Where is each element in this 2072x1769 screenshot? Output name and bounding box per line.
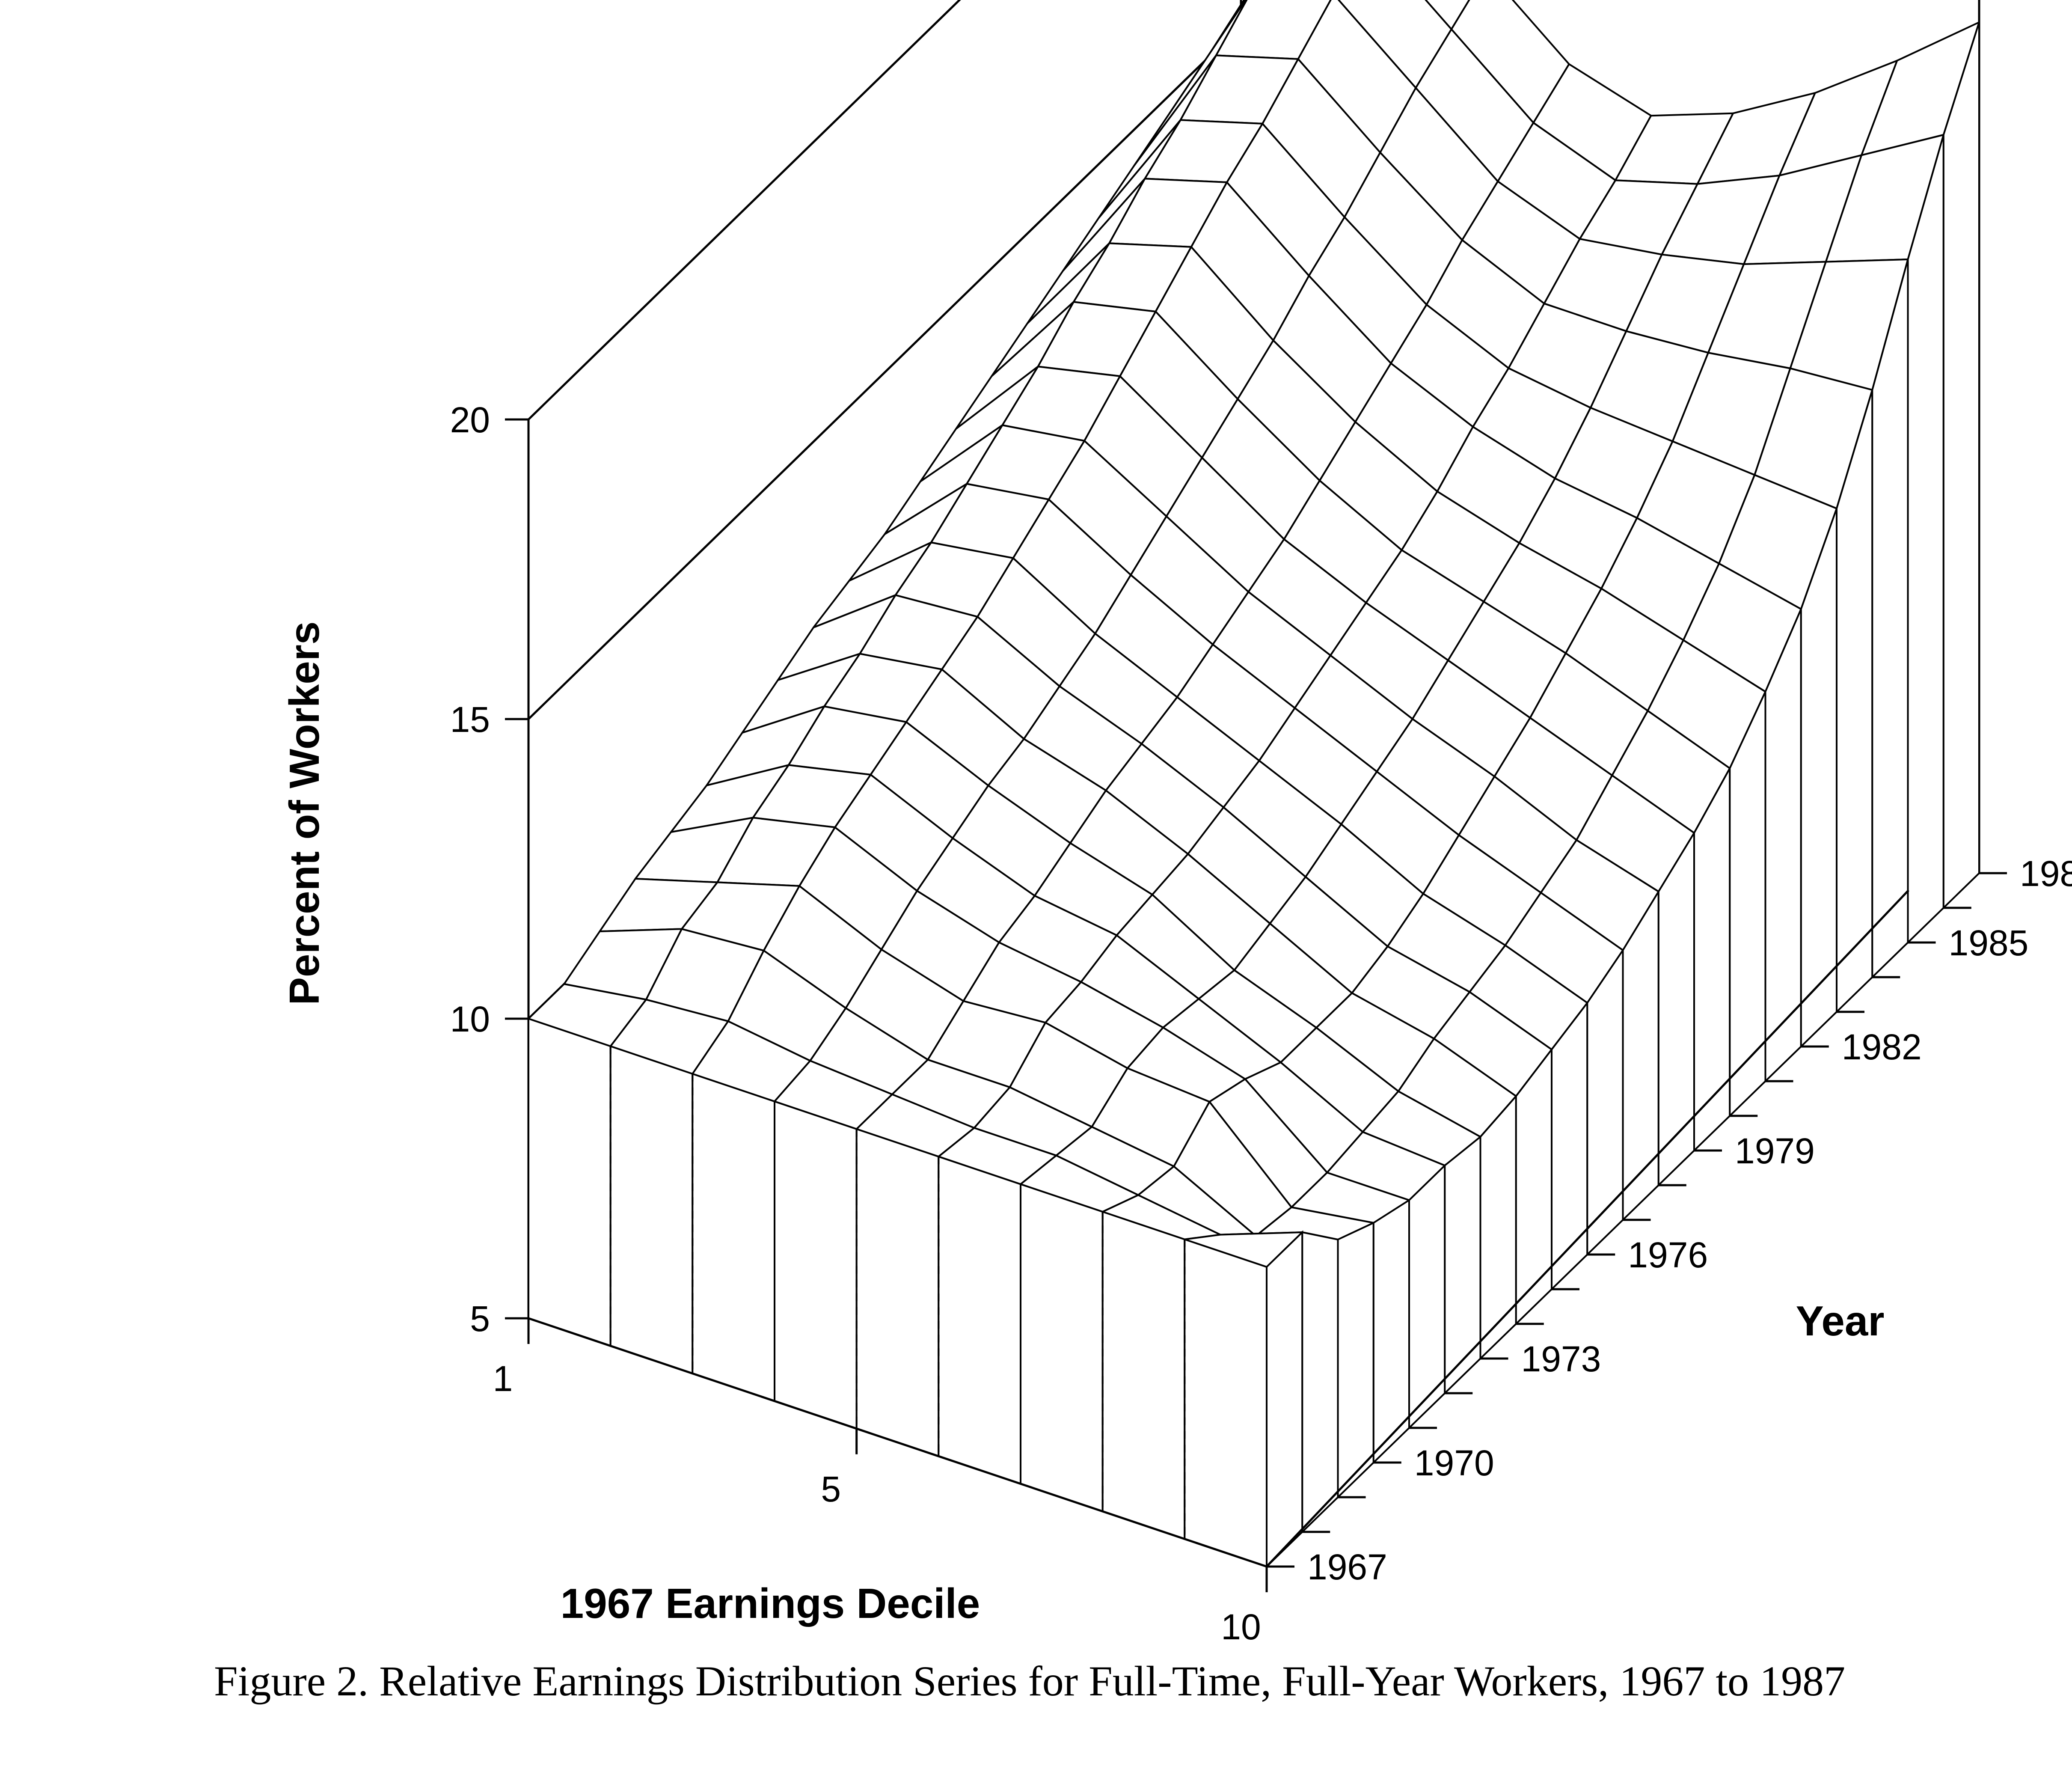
year-tick-label: 1973 xyxy=(1521,1339,1601,1379)
side-skirt-panel xyxy=(1266,1230,1303,1569)
z-tick-label: 5 xyxy=(470,1299,490,1339)
front-skirt-panel xyxy=(1020,1183,1104,1513)
side-skirt-panel xyxy=(1907,134,1944,945)
year-tick-label: 1976 xyxy=(1628,1235,1708,1275)
front-skirt-panel xyxy=(855,1128,940,1457)
side-skirt-panel xyxy=(1515,1047,1553,1326)
front-skirt-panel xyxy=(692,1073,775,1403)
side-skirt-panel xyxy=(1444,1135,1481,1395)
side-skirt-panel xyxy=(1729,691,1766,1118)
year-tick-label: 1982 xyxy=(1842,1027,1922,1067)
decile-axis-title: 1967 Earnings Decile xyxy=(561,1580,980,1627)
z-axis-title: Percent of Workers xyxy=(281,621,328,1005)
year-tick-label: 1987 xyxy=(2020,853,2072,894)
front-skirt-panel xyxy=(528,1017,612,1347)
year-axis-title: Year xyxy=(1796,1297,1884,1344)
year-tick-label: 1970 xyxy=(1414,1443,1494,1483)
z-tick-label: 10 xyxy=(450,999,490,1039)
front-skirt-panel xyxy=(774,1100,858,1430)
front-skirt-panel xyxy=(1101,1210,1186,1540)
year-tick-label: 1967 xyxy=(1307,1547,1387,1587)
front-skirt-panel xyxy=(1184,1238,1268,1568)
side-skirt-panel xyxy=(1408,1163,1446,1430)
side-skirt-panel xyxy=(1942,22,1980,910)
decile-tick-label: 1 xyxy=(493,1359,513,1399)
side-skirt-panel xyxy=(1622,888,1659,1222)
side-skirt-panel xyxy=(1337,1221,1374,1499)
z-tick-label: 20 xyxy=(450,400,490,440)
side-skirt-panel xyxy=(1479,1094,1517,1361)
front-skirt-panel xyxy=(609,1045,694,1375)
year-tick-label: 1985 xyxy=(1949,923,2029,963)
z-tick-label: 15 xyxy=(450,699,490,740)
surface-mesh xyxy=(528,0,1980,1569)
surface-cell xyxy=(1425,0,1470,30)
side-skirt-panel xyxy=(1301,1231,1339,1534)
decile-tick-label: 10 xyxy=(1221,1607,1261,1647)
year-axis-line xyxy=(1266,889,1909,1567)
side-skirt-panel xyxy=(1657,829,1695,1187)
figure-caption: Figure 2. Relative Earnings Distribution… xyxy=(214,1657,1846,1705)
axes xyxy=(505,418,2007,1592)
front-skirt-panel xyxy=(938,1155,1021,1485)
decile-tick-label: 5 xyxy=(821,1469,841,1509)
year-tick-label: 1979 xyxy=(1735,1131,1815,1171)
decile-axis-line xyxy=(528,1317,1267,1568)
side-skirt-panel xyxy=(1693,768,1731,1153)
